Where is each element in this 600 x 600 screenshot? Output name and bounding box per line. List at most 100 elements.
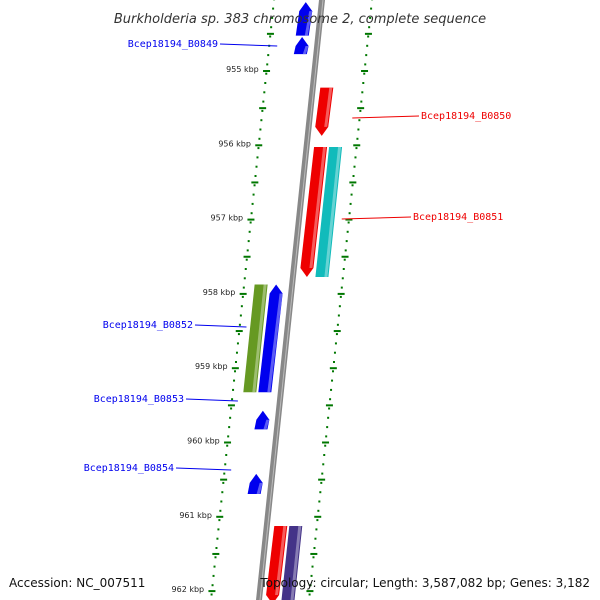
scale-dot-left — [255, 165, 258, 168]
scale-dot-right — [358, 119, 361, 122]
gene-feature-g0853[interactable] — [254, 410, 270, 430]
scale-dot-left — [261, 109, 264, 112]
gene-feature-g0852[interactable] — [258, 284, 283, 393]
scale-dot-left — [218, 519, 221, 522]
scale-dot-left — [231, 398, 234, 401]
gene-label-leader — [185, 398, 238, 402]
scale-dot-right — [332, 370, 335, 373]
scale-dot-right — [317, 509, 320, 512]
scale-dash-left — [266, 32, 274, 35]
gene-label-leader — [175, 467, 232, 471]
gene-arrow-sheen — [304, 11, 313, 36]
scale-dash-right — [357, 107, 365, 110]
scale-dot-left — [219, 509, 222, 512]
scale-dot-right — [340, 286, 343, 289]
gene-label-g0849b[interactable]: Bcep18194_B0849 — [128, 39, 218, 50]
gene-feature-f0852[interactable] — [243, 284, 268, 393]
scale-ticks-layer: 955 kbp 956 kbp 957 kbp 958 kbp 959 kbp 960 k… — [172, 0, 374, 596]
scale-dot-left — [270, 26, 273, 29]
scale-dash-left — [235, 330, 243, 333]
scale-dot-right — [366, 44, 369, 47]
gene-label-g0850[interactable]: Bcep18194_B0850 — [421, 111, 511, 122]
gene-feature-g0854[interactable] — [247, 473, 263, 494]
scale-dot-right — [361, 91, 364, 94]
gene-arrow-sheen — [252, 284, 267, 393]
scale-dot-left — [259, 128, 262, 131]
gene-feature-g0849b[interactable] — [293, 37, 309, 55]
gene-label-g0851[interactable]: Bcep18194_B0851 — [413, 212, 503, 223]
gene-label-leader — [341, 216, 412, 220]
scale-dash-left — [243, 255, 251, 258]
scale-dot-left — [251, 202, 254, 205]
gene-feature-g0855[interactable] — [266, 525, 288, 600]
scale-dash-left — [212, 552, 220, 555]
scale-dash-left — [216, 515, 224, 518]
topology-text: Topology: circular; Length: 3,587,082 bp… — [259, 576, 590, 590]
scale-dot-right — [352, 175, 355, 177]
scale-dot-right — [315, 528, 318, 531]
scale-dot-right — [369, 16, 372, 19]
scale-dot-left — [264, 82, 267, 84]
scale-dot-right — [356, 137, 359, 140]
gene-arrow-sheen — [324, 147, 342, 278]
scale-dash-left — [224, 441, 232, 444]
scale-dot-right — [312, 556, 315, 559]
scale-dash-right — [361, 70, 369, 72]
gene-label-g0854[interactable]: Bcep18194_B0854 — [84, 463, 174, 474]
scale-dot-right — [330, 388, 333, 391]
scale-dot-left — [254, 175, 257, 177]
scale-dot-right — [353, 165, 356, 168]
scale-dot-left — [258, 137, 261, 140]
scale-dot-left — [260, 119, 263, 122]
kbp-tick-label: 960 kbp — [187, 437, 220, 446]
gene-feature-g0850[interactable] — [315, 87, 334, 136]
scale-dot-right — [359, 109, 362, 112]
scale-dot-right — [321, 472, 324, 475]
scale-dot-left — [228, 426, 231, 429]
scale-dot-left — [237, 333, 240, 336]
scale-dash-left — [227, 404, 235, 407]
gene-arrow[interactable] — [258, 284, 283, 393]
scale-dot-left — [235, 351, 238, 354]
scale-dot-right — [351, 184, 354, 187]
scale-dot-left — [239, 314, 242, 317]
scale-dot-right — [322, 463, 325, 466]
kbp-tick-label: 956 kbp — [218, 139, 251, 148]
gene-arrow-sheen — [290, 525, 302, 600]
scale-dot-left — [246, 249, 249, 252]
backbone-highlight — [259, 0, 324, 600]
scale-dash-left — [251, 181, 259, 184]
kbp-tick-label: 957 kbp — [211, 214, 244, 223]
gene-feature-f0851[interactable] — [315, 147, 343, 278]
scale-dot-right — [319, 491, 322, 494]
gene-feature-g0849[interactable] — [295, 2, 313, 36]
scale-dot-right — [370, 7, 373, 10]
gene-label-g0852[interactable]: Bcep18194_B0852 — [103, 320, 193, 331]
map-title: Burkholderia sp. 383 chromosome 2, compl… — [114, 12, 486, 27]
scale-dot-left — [241, 295, 244, 298]
scale-dot-left — [257, 147, 260, 150]
gene-feature-g0851[interactable] — [300, 147, 328, 278]
scale-dot-left — [265, 72, 268, 75]
scale-dash-right — [353, 144, 361, 147]
scale-dash-left — [259, 107, 267, 110]
scale-dot-right — [360, 100, 363, 103]
gene-feature-f0855[interactable] — [281, 525, 303, 600]
gene-label-g0853[interactable]: Bcep18194_B0853 — [94, 394, 184, 405]
scale-dot-right — [313, 547, 316, 549]
scale-dash-right — [329, 367, 337, 370]
scale-dash-left — [255, 144, 263, 147]
scale-dot-right — [339, 295, 342, 298]
scale-dot-left — [245, 258, 248, 261]
scale-dot-left — [234, 370, 237, 373]
scale-dot-left — [253, 184, 256, 187]
scale-dash-right — [349, 181, 357, 184]
scale-dash-right — [333, 330, 341, 333]
gene-arrow-sheen — [256, 482, 263, 494]
scale-dot-right — [343, 258, 346, 261]
scale-dash-right — [310, 552, 318, 555]
scale-dot-left — [222, 481, 225, 484]
scale-dot-right — [367, 35, 370, 38]
scale-dot-right — [362, 82, 365, 84]
